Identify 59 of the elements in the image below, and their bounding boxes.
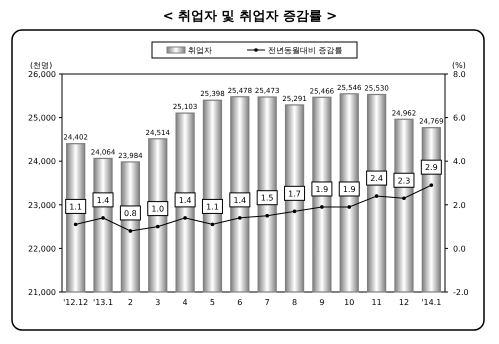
x-tick-label: 2: [128, 298, 133, 307]
data-label: 1.4: [96, 196, 110, 205]
point: [265, 214, 269, 218]
x-tick-label: '14.1: [421, 298, 442, 307]
point: [156, 224, 160, 228]
point: [374, 194, 378, 198]
data-label: 2.9: [424, 163, 438, 172]
point: [183, 216, 187, 220]
data-label: 1.4: [178, 196, 192, 205]
y-tick-label: 22,000: [28, 244, 56, 254]
point: [430, 183, 434, 187]
data-label: 1.1: [69, 202, 82, 212]
y2-tick-label: 4.0: [453, 157, 466, 166]
x-tick-label: 9: [319, 298, 324, 307]
point: [74, 222, 78, 226]
y2-tick-label: 8.0: [453, 70, 466, 79]
y2-tick-label: 6.0: [453, 114, 466, 123]
data-label: 1.9: [342, 184, 356, 194]
point: [320, 205, 324, 209]
y2-tick-label: 0.0: [453, 244, 466, 254]
y-tick-label: 24,000: [28, 157, 56, 166]
chart-title: < 취업자 및 취업자 증감률 >: [162, 9, 338, 24]
data-label: 1.1: [206, 202, 219, 212]
point: [210, 222, 214, 226]
x-tick-label: 7: [264, 298, 270, 307]
y-tick-label: 23,000: [28, 200, 56, 210]
x-tick-label: 11: [372, 298, 382, 307]
x-tick-label: 8: [292, 298, 298, 307]
data-label: 1.7: [288, 189, 301, 198]
x-tick-label: 6: [237, 298, 242, 307]
y-tick-label: 25,000: [28, 114, 56, 123]
point: [292, 210, 296, 214]
x-tick-label: 12: [398, 298, 410, 307]
point: [347, 205, 352, 209]
x-tick-label: 10: [344, 298, 354, 307]
point: [101, 216, 105, 220]
point: [238, 216, 242, 220]
data-label: 1.4: [233, 196, 246, 205]
data-label: 0.8: [124, 208, 137, 218]
x-tick-label: '12.12: [63, 298, 88, 307]
y2-axis-title: (%): [452, 61, 466, 70]
y-axis-title: (천명): [30, 61, 52, 70]
x-tick-label: 4: [182, 298, 188, 307]
point: [128, 229, 132, 233]
data-label: 2.4: [370, 174, 383, 184]
y2-tick-label: -2.0: [453, 288, 469, 297]
y-tick-label: 26,000: [28, 70, 56, 79]
data-label: 2.3: [398, 176, 410, 186]
data-label: 1.5: [260, 194, 274, 203]
x-tick-label: 3: [155, 298, 160, 307]
x-tick-label: 5: [210, 298, 216, 307]
y2-tick-label: 2.0: [453, 200, 466, 210]
y-tick-label: 21,000: [28, 288, 56, 297]
data-label: 1.0: [151, 204, 164, 214]
point: [402, 196, 406, 200]
data-label: 1.9: [316, 184, 328, 194]
legend-label: 전년동월대비 증감률: [268, 46, 343, 55]
x-tick-label: '13.1: [93, 298, 114, 307]
legend-label: 취업자: [188, 46, 212, 55]
